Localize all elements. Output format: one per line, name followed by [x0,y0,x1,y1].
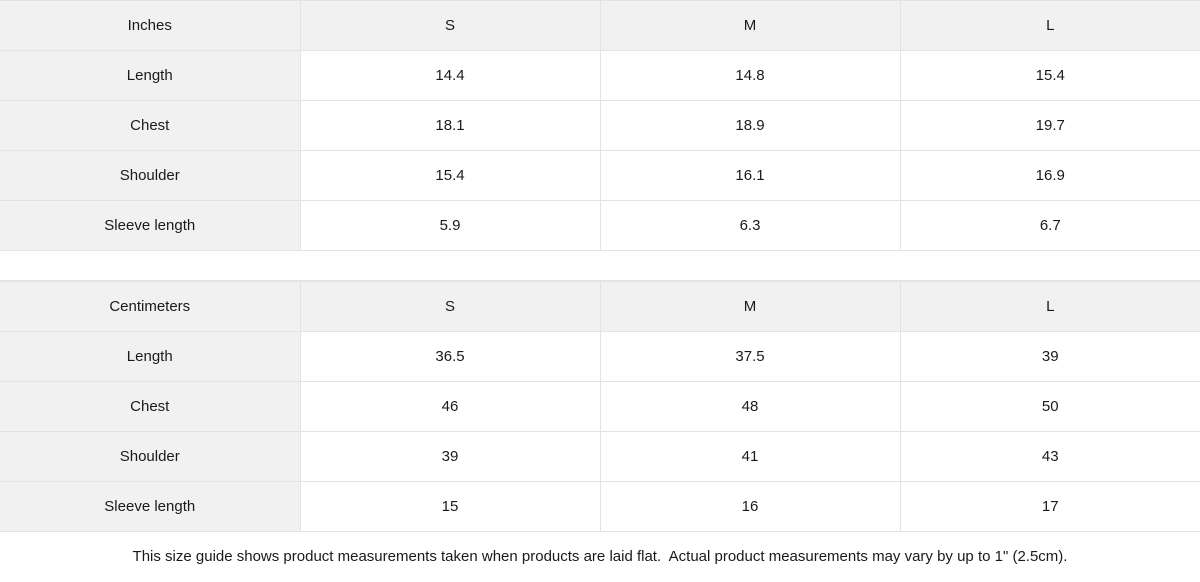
size-header-l: L [899,0,1200,51]
cell-chest-l: 19.7 [899,100,1200,151]
cell-length-l: 15.4 [899,50,1200,101]
cell-sleeve-length-s: 5.9 [299,200,601,251]
cell-chest-m: 48 [599,381,901,432]
row-label-length: Length [0,50,301,101]
header-row: Inches S M L [0,0,1200,51]
cell-length-l: 39 [899,331,1200,382]
size-header-s: S [299,281,601,332]
table-row: Chest 46 48 50 [0,381,1200,432]
size-guide-footnote: This size guide shows product measuremen… [0,531,1200,582]
cell-shoulder-m: 41 [599,431,901,482]
table-header-centimeters: Centimeters S M L [0,281,1200,332]
cell-chest-s: 46 [299,381,601,432]
size-table-centimeters: Centimeters S M L Length 36.5 37.5 39 Ch… [0,281,1200,582]
size-table-inches: Inches S M L Length 14.4 14.8 15.4 Chest… [0,0,1200,281]
size-header-s: S [299,0,601,51]
cell-shoulder-s: 15.4 [299,150,601,201]
table-row: Shoulder 39 41 43 [0,431,1200,482]
table-row: Length 14.4 14.8 15.4 [0,50,1200,101]
cell-length-s: 14.4 [299,50,601,101]
cell-chest-s: 18.1 [299,100,601,151]
row-label-chest: Chest [0,100,301,151]
row-label-chest: Chest [0,381,301,432]
cell-sleeve-length-l: 17 [899,481,1200,532]
cell-sleeve-length-l: 6.7 [899,200,1200,251]
table-row: Chest 18.1 18.9 19.7 [0,100,1200,151]
size-header-m: M [599,281,901,332]
row-label-sleeve-length: Sleeve length [0,481,301,532]
footnote-row: This size guide shows product measuremen… [0,531,1200,582]
header-row: Centimeters S M L [0,281,1200,332]
cell-shoulder-s: 39 [299,431,601,482]
cell-shoulder-l: 16.9 [899,150,1200,201]
table-spacer-row [0,250,1200,281]
spacer-cell [0,250,1200,281]
cell-sleeve-length-m: 6.3 [599,200,901,251]
unit-label-inches: Inches [0,0,301,51]
cell-length-m: 37.5 [599,331,901,382]
table-body-centimeters: Length 36.5 37.5 39 Chest 46 48 50 Shoul… [0,331,1200,582]
table-row: Length 36.5 37.5 39 [0,331,1200,382]
row-label-shoulder: Shoulder [0,431,301,482]
table-row: Sleeve length 15 16 17 [0,481,1200,532]
table-body-inches: Length 14.4 14.8 15.4 Chest 18.1 18.9 19… [0,50,1200,281]
cell-shoulder-l: 43 [899,431,1200,482]
table-row: Sleeve length 5.9 6.3 6.7 [0,200,1200,251]
cell-shoulder-m: 16.1 [599,150,901,201]
cell-sleeve-length-s: 15 [299,481,601,532]
cell-length-m: 14.8 [599,50,901,101]
unit-label-centimeters: Centimeters [0,281,301,332]
cell-chest-m: 18.9 [599,100,901,151]
row-label-sleeve-length: Sleeve length [0,200,301,251]
table-header-inches: Inches S M L [0,0,1200,51]
cell-chest-l: 50 [899,381,1200,432]
cell-sleeve-length-m: 16 [599,481,901,532]
size-header-l: L [899,281,1200,332]
cell-length-s: 36.5 [299,331,601,382]
table-row: Shoulder 15.4 16.1 16.9 [0,150,1200,201]
size-header-m: M [599,0,901,51]
row-label-shoulder: Shoulder [0,150,301,201]
row-label-length: Length [0,331,301,382]
